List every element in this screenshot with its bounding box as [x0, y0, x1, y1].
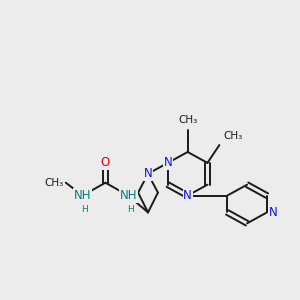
Text: N: N [183, 189, 192, 202]
Text: CH₃: CH₃ [45, 178, 64, 188]
Text: N: N [144, 167, 152, 180]
Text: N: N [164, 156, 172, 170]
Text: NH: NH [74, 189, 92, 202]
Text: O: O [101, 156, 110, 170]
Text: CH₃: CH₃ [223, 131, 243, 141]
Text: NH: NH [119, 189, 137, 202]
Text: CH₃: CH₃ [178, 115, 197, 125]
Text: N: N [269, 206, 278, 219]
Text: H: H [81, 206, 88, 214]
Text: H: H [127, 206, 134, 214]
